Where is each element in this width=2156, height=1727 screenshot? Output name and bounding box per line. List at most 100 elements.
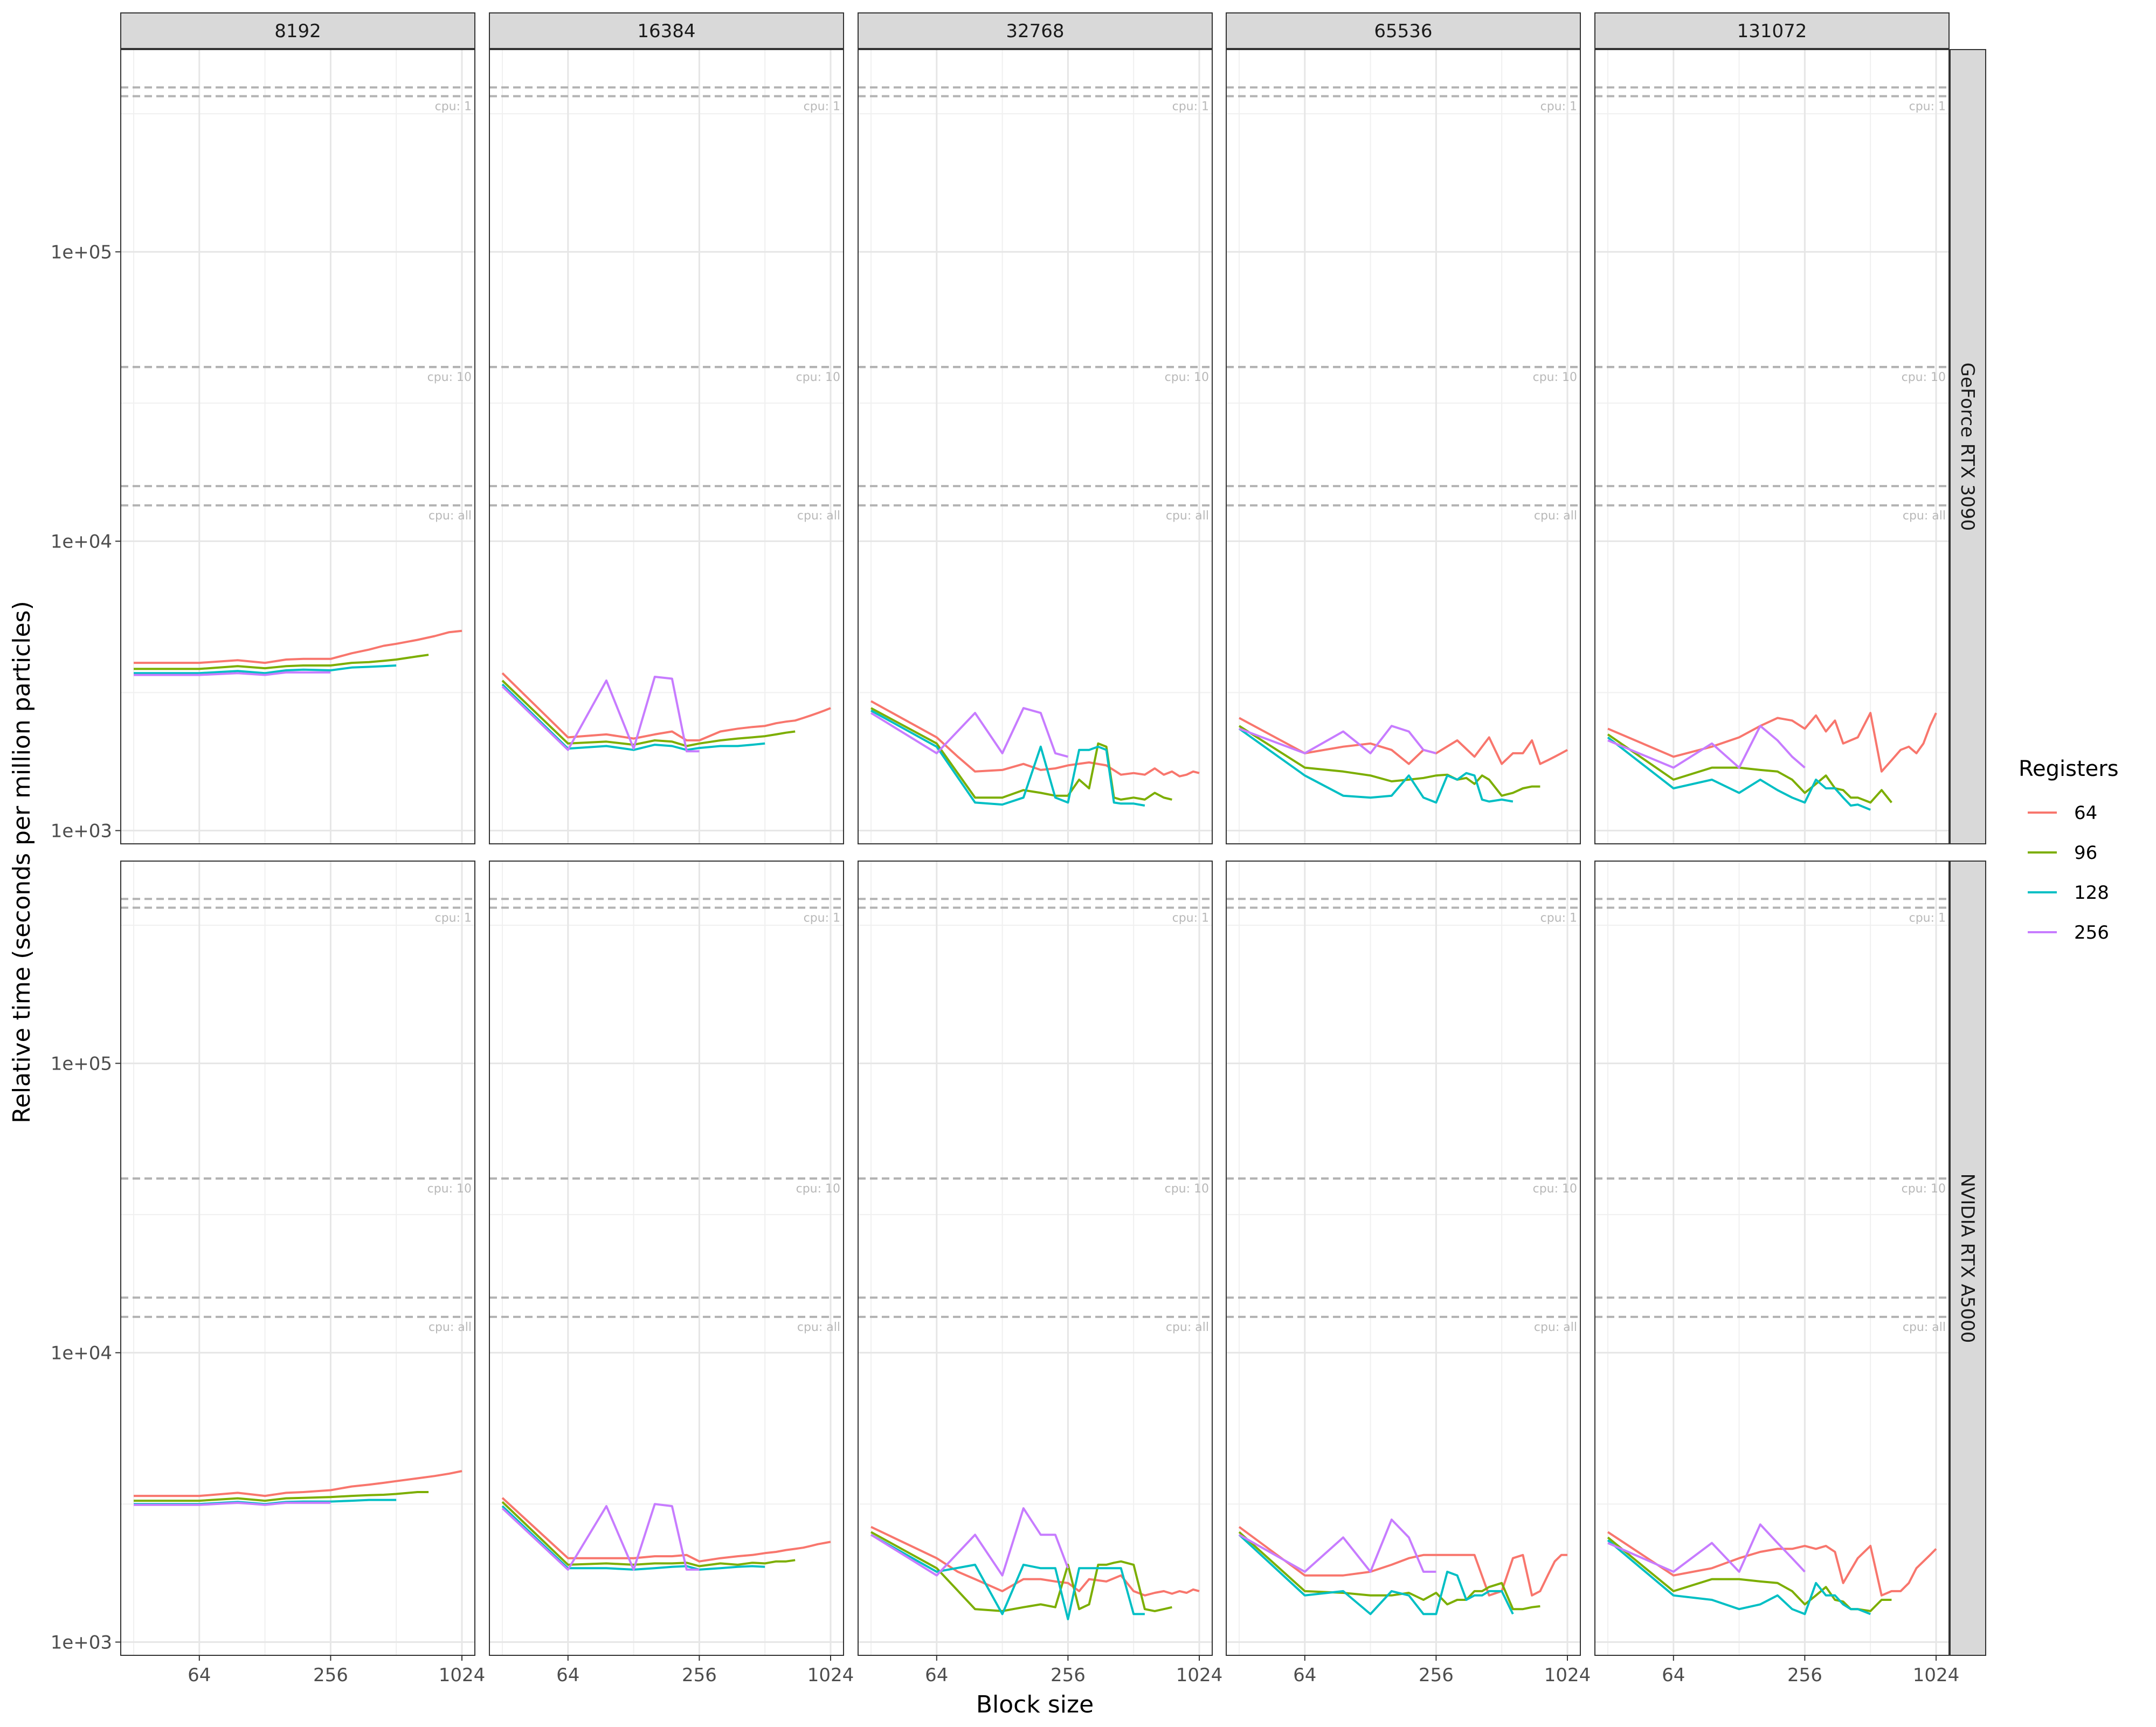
panel: cpu: 1 cpu: 10 cpu: all — [489, 49, 844, 844]
series-line-256 — [870, 1507, 1069, 1577]
series-line-128 — [870, 709, 1145, 807]
series-line-256 — [501, 1503, 700, 1571]
row-strip-label: GeForce RTX 3090 — [1957, 363, 1978, 531]
x-tick-label: 256 — [313, 1664, 348, 1686]
reference-line-label: cpu: all — [1534, 1321, 1577, 1334]
series-line-64 — [1239, 717, 1568, 765]
y-tick-label: 1e+04 — [51, 531, 112, 552]
legend-label: 96 — [2074, 842, 2097, 864]
series-line-64 — [870, 1525, 1200, 1597]
axes-layer: 1e+03 1e+04 1e+05 1e+03 1e+04 1e+05 64 256 1024 6… — [51, 241, 1960, 1686]
series-line-96 — [1238, 1531, 1540, 1611]
panel-border — [858, 49, 1213, 844]
reference-line-label: cpu: 10 — [796, 371, 840, 384]
column-strip — [858, 12, 1213, 49]
series-line-256 — [1607, 725, 1806, 769]
series-line-256 — [1239, 725, 1436, 754]
x-tick-label: 256 — [1787, 1664, 1822, 1686]
x-tick-label: 256 — [1051, 1664, 1086, 1686]
series-line-64 — [1238, 1526, 1567, 1597]
panel-background — [1226, 50, 1580, 844]
series-line-256 — [134, 1501, 331, 1506]
panel-border — [1226, 861, 1581, 1656]
series-line-256 — [870, 707, 1068, 758]
x-tick-label: 1024 — [1176, 1664, 1223, 1686]
reference-line-label: cpu: all — [1534, 509, 1577, 523]
reference-line-label: cpu: 10 — [1533, 1182, 1577, 1196]
panels-layer: 8192 16384 32768 65536 131072 GeForce RTX 309… — [120, 12, 1986, 1656]
column-strip — [1594, 12, 1950, 49]
series-line-96 — [501, 1501, 796, 1568]
series-line-256 — [501, 676, 700, 753]
series-line-128 — [1238, 727, 1514, 804]
reference-line-label: cpu: 1 — [804, 100, 840, 114]
legend-label: 64 — [2074, 802, 2097, 824]
x-tick-label: 1024 — [1544, 1664, 1591, 1686]
series-line-128 — [1607, 1539, 1871, 1615]
series-line-96 — [870, 707, 1172, 801]
x-tick-label: 64 — [925, 1664, 948, 1686]
panel-border — [489, 49, 844, 844]
reference-line-label: cpu: 10 — [1165, 1182, 1209, 1196]
reference-line-label: cpu: all — [1166, 509, 1209, 523]
panel: cpu: 1 cpu: 10 cpu: all — [120, 49, 475, 844]
series-line-64 — [134, 629, 462, 664]
column-strip-label: 32768 — [1006, 20, 1064, 42]
x-tick-label: 256 — [682, 1664, 717, 1686]
column-strip — [120, 12, 475, 49]
panel-background — [121, 50, 475, 844]
x-tick-label: 64 — [1293, 1664, 1316, 1686]
panel-border — [120, 49, 475, 844]
x-tick-label: 64 — [556, 1664, 579, 1686]
y-tick-label: 1e+05 — [51, 241, 112, 263]
legend-label: 128 — [2074, 882, 2109, 904]
reference-line-label: cpu: all — [429, 509, 472, 523]
reference-line-label: cpu: 1 — [1909, 100, 1946, 114]
row-strip-label: NVIDIA RTX A5000 — [1957, 1174, 1978, 1343]
row-strip — [1950, 49, 1986, 844]
panel-border — [1594, 861, 1950, 1656]
reference-line-label: cpu: 1 — [1172, 912, 1209, 925]
series-line-64 — [134, 1470, 462, 1497]
column-strip — [1226, 12, 1581, 49]
panel-border — [1226, 49, 1581, 844]
reference-line-label: cpu: 10 — [1533, 371, 1577, 384]
panel-background — [1595, 50, 1949, 844]
y-tick-label: 1e+03 — [51, 1632, 112, 1653]
y-tick-label: 1e+05 — [51, 1053, 112, 1074]
reference-line-label: cpu: 1 — [804, 912, 840, 925]
panel: cpu: 1 cpu: 10 cpu: all — [489, 861, 844, 1656]
column-strip-label: 65536 — [1374, 20, 1432, 42]
column-strip-label: 8192 — [274, 20, 321, 42]
series-line-96 — [870, 1531, 1172, 1612]
panel-border — [1594, 49, 1950, 844]
reference-line-label: cpu: 10 — [1902, 1182, 1946, 1196]
reference-line-label: cpu: 1 — [435, 100, 472, 114]
reference-line-label: cpu: all — [1903, 1321, 1946, 1334]
x-tick-label: 256 — [1419, 1664, 1454, 1686]
reference-line-label: cpu: 1 — [1540, 100, 1577, 114]
reference-line-label: cpu: 10 — [1902, 371, 1946, 384]
reference-line-label: cpu: 1 — [1540, 912, 1577, 925]
y-tick-label: 1e+03 — [51, 820, 112, 842]
panel-background — [1595, 861, 1949, 1655]
series-line-96 — [134, 654, 429, 670]
legend: Registers 64 96 128 256 — [2019, 757, 2119, 944]
series-line-128 — [1607, 736, 1871, 811]
x-axis-title: Block size — [976, 1691, 1094, 1718]
series-line-256 — [134, 671, 331, 676]
panel-border — [120, 861, 475, 1656]
column-strip — [489, 12, 844, 49]
y-axis-title: Relative time (seconds per million parti… — [8, 601, 36, 1123]
reference-line-label: cpu: 10 — [427, 1182, 472, 1196]
series-line-64 — [870, 700, 1200, 778]
series-line-96 — [134, 1491, 429, 1502]
reference-line-label: cpu: all — [429, 1321, 472, 1334]
row-strip — [1950, 861, 1986, 1656]
column-strip-label: 131072 — [1737, 20, 1807, 42]
series-line-96 — [501, 679, 796, 747]
panel-background — [489, 861, 844, 1655]
y-tick-label: 1e+04 — [51, 1342, 112, 1364]
